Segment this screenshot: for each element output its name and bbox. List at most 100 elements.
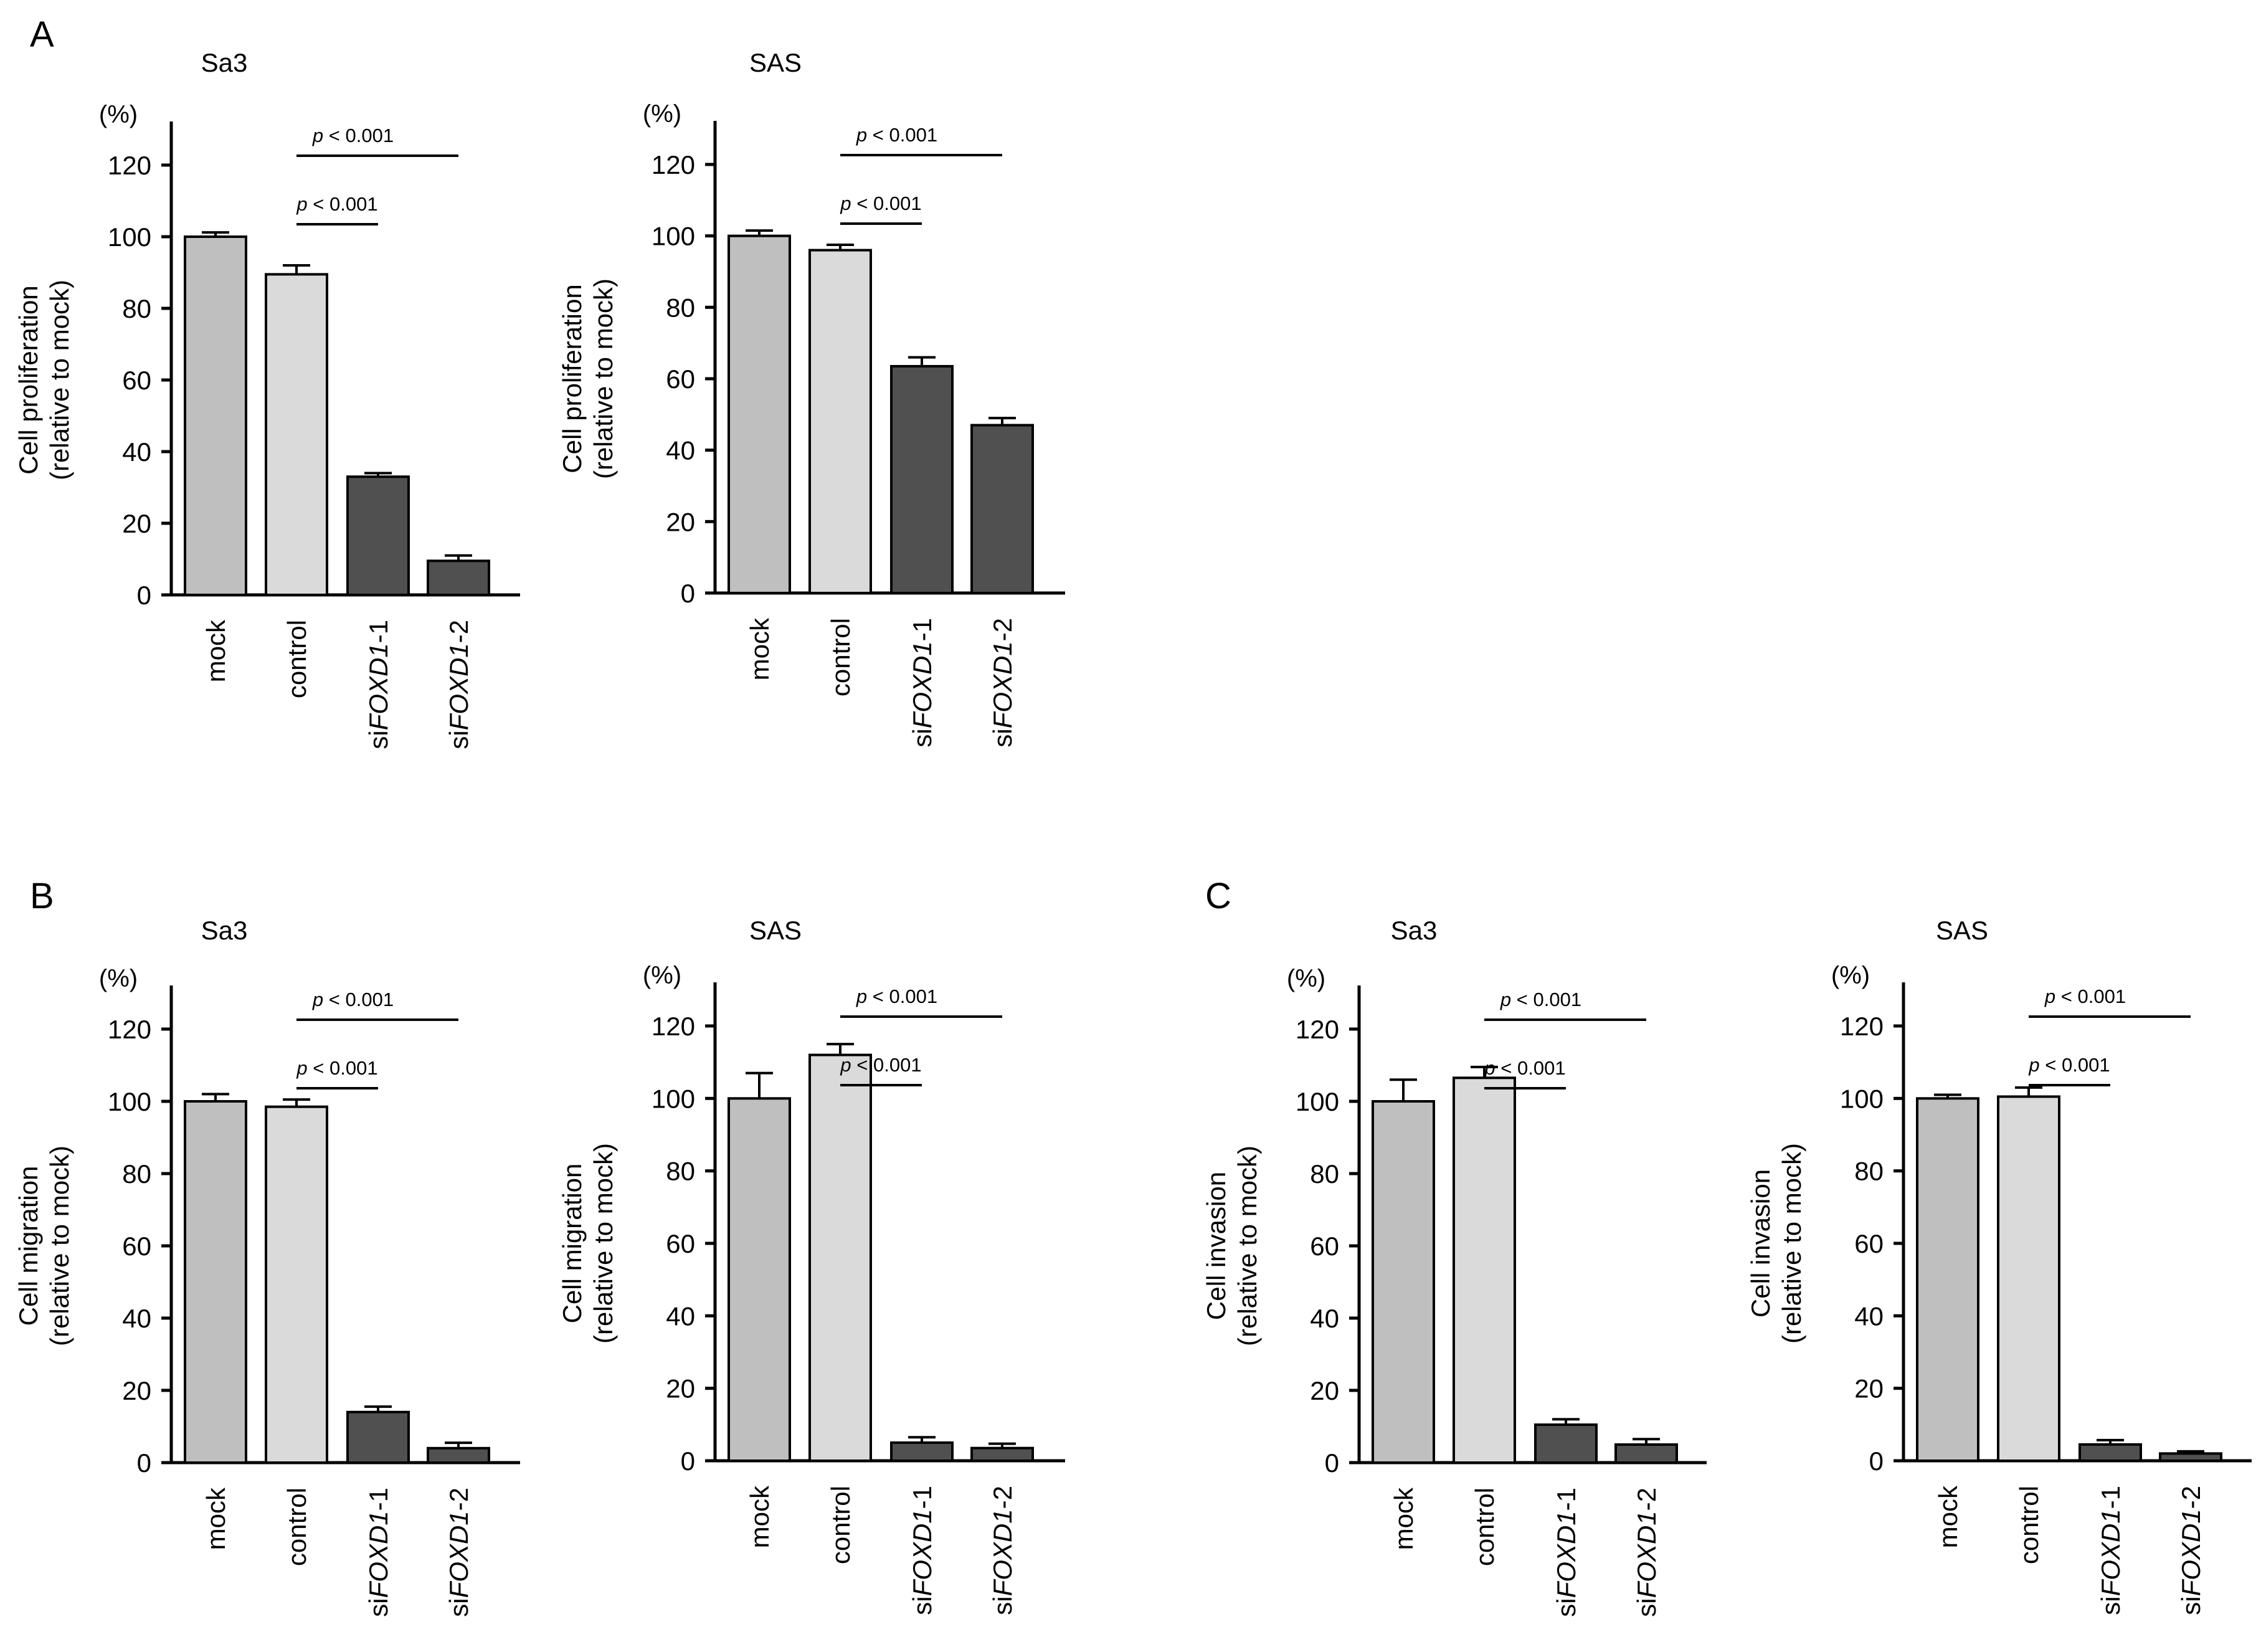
p-value-label: p < 0.001: [856, 124, 937, 146]
y-tick-label: 20: [666, 1374, 695, 1403]
bar: [184, 1100, 247, 1464]
y-axis-label: (relative to mock): [45, 280, 74, 480]
y-tick-label: 0: [137, 581, 151, 610]
category-label-part: si: [2176, 1596, 2206, 1615]
p-value-symbol: p: [1500, 989, 1511, 1010]
y-tick-label: 40: [122, 437, 151, 467]
p-value-symbol: p: [296, 1057, 307, 1079]
y-tick-label: 120: [108, 1015, 151, 1044]
category-label-part: si: [908, 728, 937, 747]
p-value-text: < 0.001: [308, 1057, 378, 1079]
category-label-part: -1: [364, 620, 393, 643]
y-tick-label: 0: [1869, 1446, 1884, 1476]
panel-letter: B: [30, 876, 54, 916]
category-label-part: si: [988, 728, 1017, 747]
p-value-symbol: p: [2028, 1054, 2039, 1076]
chart-title: SAS: [749, 48, 802, 77]
y-tick-label: 120: [108, 151, 151, 180]
category-label-part: control: [1470, 1488, 1499, 1566]
error-bar: [364, 1405, 392, 1412]
bar: [890, 1441, 954, 1463]
category-label-part: control: [282, 620, 311, 698]
category-label-part: -2: [2176, 1486, 2206, 1509]
y-tick-label: 80: [1854, 1157, 1884, 1186]
p-value-text: < 0.001: [1511, 989, 1581, 1010]
category-label: control: [2014, 1486, 2044, 1564]
error-bar: [1390, 1078, 1417, 1101]
y-tick-label: 20: [122, 1376, 151, 1405]
bar: [1997, 1095, 2060, 1463]
y-axis-label: Cell invasion: [1202, 1172, 1231, 1320]
category-label-part: -2: [988, 618, 1017, 641]
category-label: mock: [201, 1487, 230, 1550]
category-label: siFOXD1-1: [908, 618, 937, 748]
error-bar: [988, 417, 1016, 425]
p-value-label: p < 0.001: [296, 193, 377, 215]
y-tick-label: 80: [1310, 1159, 1339, 1189]
bar: [265, 1105, 328, 1464]
y-tick-label: 100: [652, 1084, 695, 1113]
error-bar: [827, 1043, 854, 1055]
category-label-part: FOXD1: [1632, 1511, 1661, 1598]
category-label-part: -2: [988, 1486, 1017, 1509]
p-value-label: p < 0.001: [1500, 989, 1581, 1010]
chart-panel: C Sa3 0 20 40 60 80 100 120 (%) Cell invasion (rela…: [1202, 876, 1707, 1617]
error-bar: [746, 1071, 773, 1099]
category-label-part: FOXD1: [444, 1511, 473, 1598]
bar: [970, 1446, 1034, 1462]
error-bar: [1471, 1065, 1498, 1078]
category-label: mock: [201, 619, 230, 682]
error-bar: [283, 264, 310, 275]
category-label: siFOXD1-1: [908, 1486, 937, 1615]
bar: [890, 364, 954, 595]
category-label-part: -1: [908, 618, 937, 641]
y-axis-label: Cell proliferation: [14, 285, 43, 474]
y-tick-label: 100: [1296, 1087, 1339, 1116]
category-label: siFOXD1-2: [444, 1488, 473, 1617]
p-value-symbol: p: [840, 1054, 851, 1076]
category-label: siFOXD1-2: [988, 618, 1017, 748]
category-label-part: -2: [444, 620, 473, 643]
error-bar: [908, 1436, 936, 1443]
y-tick-label: 120: [652, 150, 695, 179]
y-tick-label: 80: [666, 1157, 695, 1186]
error-bar: [202, 231, 229, 237]
y-tick-label: 80: [666, 293, 695, 322]
p-value-symbol: p: [856, 124, 867, 146]
chart-title: SAS: [1936, 916, 1988, 945]
y-axis-label: Cell migration: [557, 1164, 587, 1324]
y-tick-label: 20: [1310, 1376, 1339, 1405]
y-unit-label: (%): [99, 965, 138, 992]
category-label-part: si: [908, 1596, 937, 1615]
category-label-part: mock: [745, 617, 774, 680]
p-value-symbol: p: [312, 989, 323, 1010]
p-value-symbol: p: [2044, 985, 2055, 1007]
category-label: mock: [745, 1485, 774, 1548]
error-bar: [445, 554, 472, 561]
category-label-part: mock: [745, 1485, 774, 1548]
y-tick-label: 20: [122, 509, 151, 538]
y-tick-label: 0: [137, 1448, 151, 1478]
chart-title: Sa3: [1391, 916, 1438, 945]
p-value-text: < 0.001: [308, 193, 378, 215]
category-label-part: control: [826, 1486, 855, 1564]
category-label-part: si: [364, 730, 393, 749]
category-label-part: FOXD1: [908, 641, 937, 728]
y-tick-label: 0: [1325, 1448, 1339, 1478]
category-label-part: mock: [201, 1487, 230, 1550]
p-value-text: < 0.001: [851, 192, 922, 214]
y-unit-label: (%): [643, 100, 681, 128]
y-tick-label: 40: [1310, 1304, 1339, 1333]
p-value-label: p < 0.001: [840, 1054, 921, 1076]
error-bar: [1633, 1438, 1660, 1445]
y-tick-label: 20: [666, 507, 695, 536]
bar: [2079, 1443, 2142, 1462]
panel-letter: A: [30, 14, 54, 55]
p-value-text: < 0.001: [323, 125, 394, 146]
y-tick-label: 100: [1840, 1084, 1884, 1113]
p-value-symbol: p: [312, 125, 323, 146]
p-value-symbol: p: [856, 985, 867, 1007]
y-axis-label: Cell proliferation: [557, 284, 587, 473]
category-label: control: [826, 618, 855, 696]
category-label-part: mock: [201, 619, 230, 682]
